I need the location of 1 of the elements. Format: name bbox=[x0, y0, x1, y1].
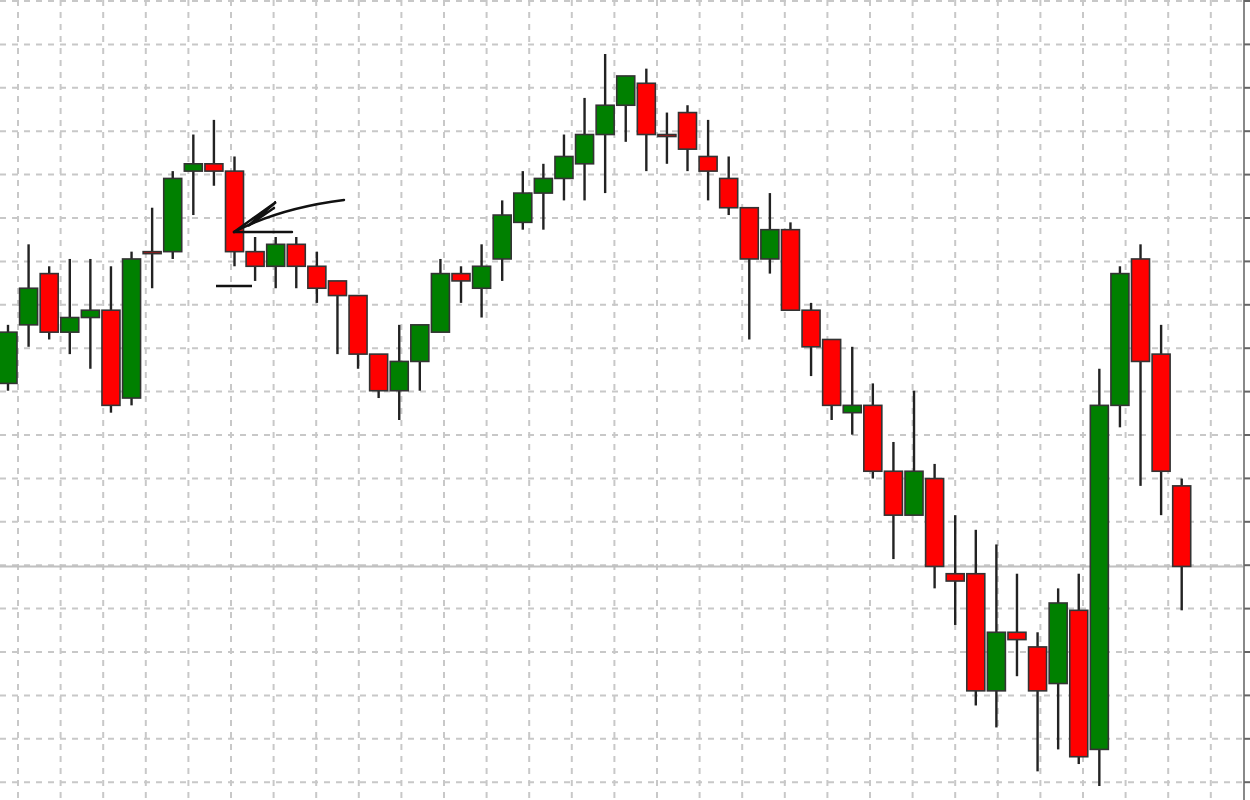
candlestick bbox=[698, 118, 718, 202]
